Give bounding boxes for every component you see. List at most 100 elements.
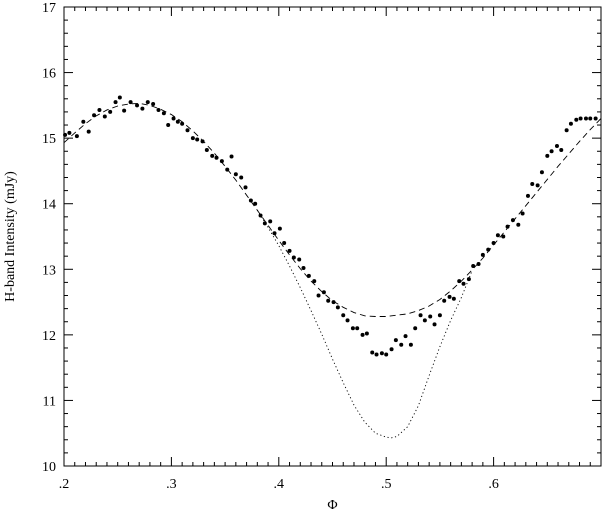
data-point: [140, 106, 145, 111]
data-point: [190, 136, 195, 141]
data-point: [145, 100, 150, 105]
y-tick-label: 15: [42, 132, 56, 147]
plot-area: [63, 95, 602, 439]
data-point: [301, 265, 306, 270]
data-point: [243, 185, 248, 190]
data-point: [272, 231, 277, 236]
y-tick-label: 12: [42, 329, 56, 344]
data-point: [525, 193, 530, 198]
x-tick-label: .4: [274, 477, 285, 492]
y-tick-label: 16: [42, 67, 56, 82]
data-point: [505, 224, 510, 229]
data-point: [593, 116, 598, 121]
data-point: [282, 241, 287, 246]
data-point: [335, 305, 340, 310]
data-point: [549, 149, 554, 154]
data-point: [345, 318, 350, 323]
data-point: [437, 313, 442, 318]
data-point: [451, 296, 456, 301]
data-point: [554, 144, 559, 149]
data-point: [578, 116, 583, 121]
data-point: [161, 111, 166, 116]
data-point: [219, 159, 224, 164]
data-point: [389, 347, 394, 352]
data-point: [403, 334, 408, 339]
x-axis-label: Φ: [327, 498, 337, 512]
x-tick-label: .2: [59, 477, 70, 492]
y-axis-ticks: 10 11 12 13 14 15 16 17: [42, 1, 601, 475]
data-point: [476, 262, 481, 267]
data-point: [574, 117, 579, 122]
data-point: [97, 107, 102, 112]
data-point: [233, 172, 238, 177]
data-point: [331, 300, 336, 305]
data-point: [510, 218, 515, 223]
data-point: [583, 116, 588, 121]
data-point: [422, 318, 427, 323]
data-point: [530, 182, 535, 187]
x-tick-label: .3: [166, 477, 177, 492]
data-point: [539, 170, 544, 175]
data-point: [287, 248, 292, 253]
data-point: [175, 119, 180, 124]
data-point: [229, 154, 234, 159]
data-point: [341, 313, 346, 318]
data-point: [151, 102, 156, 107]
data-point: [316, 293, 321, 298]
data-point: [350, 326, 355, 331]
data-point: [210, 153, 215, 158]
data-point: [81, 119, 86, 124]
data-point: [312, 279, 317, 284]
y-axis-label: H-band Intensity (mJy): [3, 171, 18, 302]
data-point: [399, 342, 404, 347]
data-point: [171, 116, 176, 121]
data-point: [428, 314, 433, 319]
data-point: [117, 95, 122, 100]
y-tick-label: 11: [43, 394, 56, 409]
data-point: [135, 103, 140, 108]
x-tick-label: .5: [381, 477, 392, 492]
dotted-model-curve: [256, 210, 473, 439]
data-point: [185, 128, 190, 133]
y-tick-label: 13: [42, 263, 56, 278]
data-point: [74, 134, 79, 139]
data-point: [480, 252, 485, 257]
data-point: [108, 109, 113, 114]
data-point: [432, 322, 437, 327]
data-point: [379, 351, 384, 356]
data-point: [364, 331, 369, 336]
data-point: [262, 221, 267, 226]
data-point: [67, 130, 72, 135]
data-point: [355, 326, 360, 331]
data-point: [495, 233, 500, 238]
data-point: [360, 332, 365, 337]
data-point: [248, 198, 253, 203]
data-point: [545, 153, 550, 158]
data-point: [535, 183, 540, 188]
data-point: [166, 123, 171, 128]
data-point: [204, 147, 209, 152]
data-point: [321, 290, 326, 295]
data-point: [457, 279, 462, 284]
data-point: [413, 326, 418, 331]
data-point: [447, 294, 452, 299]
data-point: [297, 257, 302, 262]
x-axis-ticks: .2 .3 .4 .5 .6: [59, 7, 602, 492]
plot-frame: [63, 6, 602, 467]
data-point: [442, 298, 447, 303]
data-point: [374, 352, 379, 357]
data-point: [326, 298, 331, 303]
data-point: [370, 350, 375, 355]
data-point: [180, 121, 185, 126]
data-point: [568, 121, 573, 126]
data-point: [113, 100, 118, 105]
x-tick-label: .6: [488, 477, 499, 492]
data-point: [408, 342, 413, 347]
data-point: [461, 281, 466, 286]
dashed-model-curve: [63, 102, 602, 317]
data-point: [466, 277, 471, 282]
y-tick-label: 10: [42, 460, 56, 475]
data-point: [564, 128, 569, 133]
data-point: [501, 234, 506, 239]
